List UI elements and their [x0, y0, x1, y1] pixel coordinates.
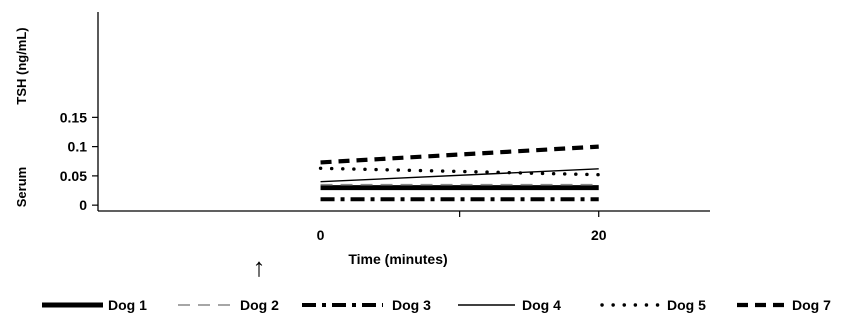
y-tick-label: 0.05 — [60, 168, 87, 184]
y-axis-label-tsh: TSH (ng/mL) — [14, 27, 29, 104]
legend-label: Dog 2 — [240, 297, 279, 313]
y-ticks: 0 0.05 0.1 0.15 — [60, 109, 98, 213]
y-axis-label-serum: Serum — [14, 167, 29, 207]
legend-label: Dog 4 — [522, 297, 561, 313]
x-ticks: 0 20 — [317, 211, 607, 243]
series-lines — [318, 144, 601, 202]
series-line-dog-5 — [318, 166, 601, 177]
y-tick-label: 0.1 — [68, 139, 88, 155]
time-zero-arrow-icon: ↑ — [253, 252, 266, 282]
legend: Dog 1 Dog 2 Dog 3 Dog 4 Dog 5 Dog 7 — [42, 297, 831, 313]
x-axis-label: Time (minutes) — [348, 251, 447, 267]
legend-label: Dog 3 — [392, 297, 431, 313]
axes — [97, 12, 710, 212]
y-tick-label: 0.15 — [60, 109, 87, 125]
series-line-dog-7 — [320, 144, 599, 165]
series-line-dog-4 — [320, 168, 599, 183]
x-tick-label: 20 — [591, 227, 607, 243]
x-tick-label: 0 — [317, 227, 325, 243]
legend-label: Dog 7 — [792, 297, 831, 313]
legend-label: Dog 5 — [667, 297, 706, 313]
legend-label: Dog 1 — [108, 297, 147, 313]
y-tick-label: 0 — [79, 197, 87, 213]
